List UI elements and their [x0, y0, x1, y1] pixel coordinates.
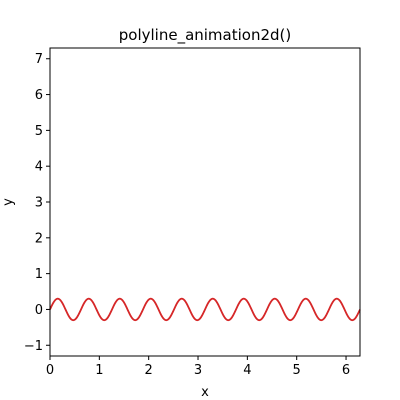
x-tick-label: 4 — [243, 363, 251, 378]
y-tick-label: 6 — [35, 88, 43, 103]
chart-title: polyline_animation2d() — [119, 26, 292, 45]
y-tick-label: 5 — [35, 124, 43, 139]
plot-background — [50, 48, 360, 356]
x-tick-label: 5 — [293, 363, 301, 378]
x-tick-label: 0 — [46, 363, 54, 378]
y-axis-label: y — [1, 198, 16, 206]
x-axis-ticks: 0 1 2 3 4 5 6 — [46, 356, 350, 378]
y-tick-label: 4 — [35, 160, 43, 175]
plot-area — [49, 47, 361, 357]
y-tick-label: 0 — [35, 303, 43, 318]
y-axis-ticks: −1 0 1 2 3 4 5 6 7 — [24, 52, 50, 354]
series-line-0 — [49, 297, 361, 322]
x-tick-label: 6 — [342, 363, 350, 378]
y-tick-label: 7 — [35, 52, 43, 67]
y-tick-label: 1 — [35, 267, 43, 282]
y-tick-label: 2 — [35, 231, 43, 246]
y-tick-label: −1 — [24, 339, 43, 354]
x-axis-label: x — [201, 385, 209, 400]
x-tick-label: 2 — [145, 363, 153, 378]
y-tick-label: 3 — [35, 196, 43, 211]
x-tick-label: 3 — [194, 363, 202, 378]
x-tick-label: 1 — [95, 363, 103, 378]
series-layer — [49, 297, 361, 322]
